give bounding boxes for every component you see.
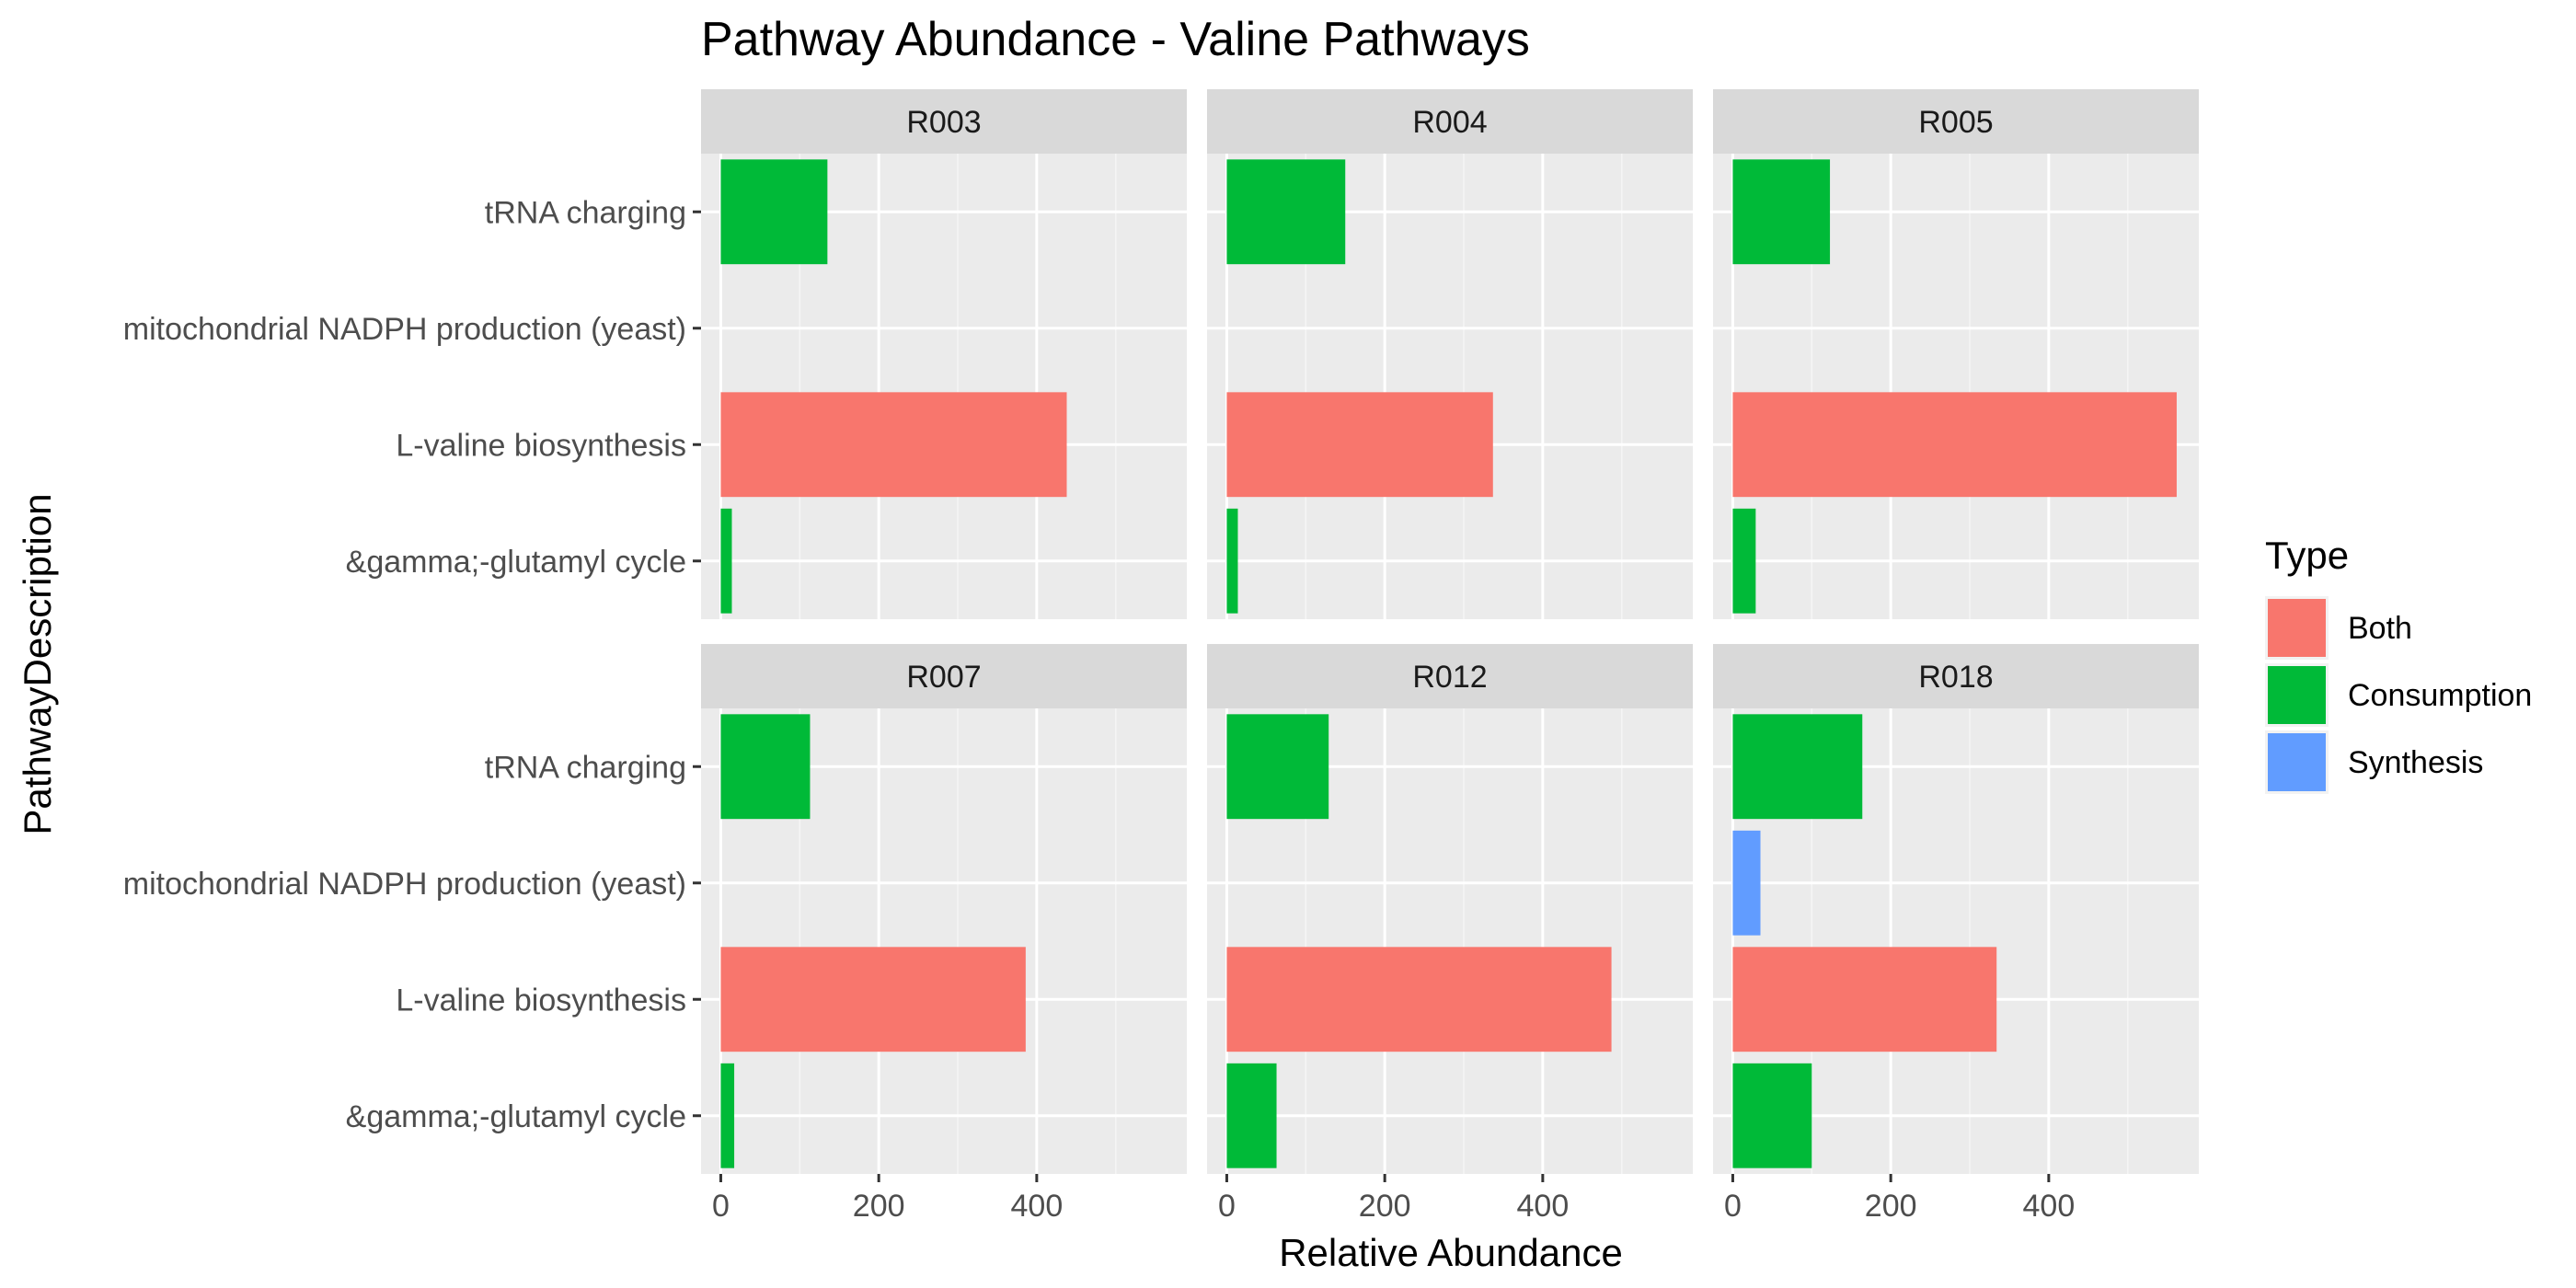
bar-l-valine-biosynthesis bbox=[720, 392, 1067, 498]
x-tick-label: 0 bbox=[712, 1189, 730, 1224]
facet-strip-label: R003 bbox=[906, 105, 981, 140]
bar-gamma-glutamyl-cycle bbox=[720, 508, 732, 614]
legend-key-both bbox=[2268, 599, 2326, 657]
bar-l-valine-biosynthesis bbox=[1226, 392, 1493, 498]
bar-gamma-glutamyl-cycle bbox=[1732, 508, 1756, 614]
facet-r012: R012 0 200 400 bbox=[1207, 644, 1693, 1224]
facet-strip-label: R007 bbox=[906, 660, 981, 695]
legend-label-both: Both bbox=[2348, 611, 2412, 646]
y-tick-label: &gamma;-glutamyl cycle bbox=[346, 1099, 686, 1134]
x-tick-label: 400 bbox=[1517, 1189, 1570, 1224]
legend-key-synthesis bbox=[2268, 733, 2326, 791]
facet-strip-label: R012 bbox=[1412, 660, 1487, 695]
x-tick-label: 200 bbox=[1865, 1189, 1917, 1224]
bar-l-valine-biosynthesis bbox=[720, 947, 1026, 1052]
x-tick-label: 0 bbox=[1724, 1189, 1742, 1224]
y-tick-label: mitochondrial NADPH production (yeast) bbox=[123, 867, 686, 902]
bar-trna-charging bbox=[1226, 159, 1346, 265]
bar-gamma-glutamyl-cycle bbox=[720, 1063, 735, 1168]
y-tick-label: tRNA charging bbox=[485, 750, 686, 785]
x-tick-label: 200 bbox=[853, 1189, 905, 1224]
legend-key-consumption bbox=[2268, 666, 2326, 724]
facet-strip-label: R018 bbox=[1918, 660, 1993, 695]
facet-r004: R004 bbox=[1207, 89, 1693, 619]
facet-strip bbox=[1713, 89, 2199, 154]
facet-r003: R003 tRNA charging mitochondrial NADPH pro… bbox=[123, 89, 1187, 619]
y-tick-label: tRNA charging bbox=[485, 195, 686, 230]
x-tick-label: 400 bbox=[2023, 1189, 2076, 1224]
legend-label-synthesis: Synthesis bbox=[2348, 745, 2483, 780]
bar-mitochondrial-nadph-production-yeast bbox=[1732, 830, 1761, 936]
facet-r007: R007 tRNA charging mitochondrial NADPH pro… bbox=[123, 644, 1187, 1224]
bar-gamma-glutamyl-cycle bbox=[1226, 1063, 1277, 1168]
legend-label-consumption: Consumption bbox=[2348, 678, 2532, 713]
bar-l-valine-biosynthesis bbox=[1732, 947, 1997, 1052]
bar-trna-charging bbox=[1732, 159, 1831, 265]
x-axis-title: Relative Abundance bbox=[1279, 1231, 1623, 1274]
bar-trna-charging bbox=[1226, 714, 1329, 820]
bar-gamma-glutamyl-cycle bbox=[1732, 1063, 1812, 1168]
facet-r005: R005 bbox=[1713, 89, 2199, 619]
y-tick-label: &gamma;-glutamyl cycle bbox=[346, 545, 686, 580]
x-tick-label: 0 bbox=[1218, 1189, 1236, 1224]
legend: Type Both Consumption Synthesis bbox=[2265, 534, 2532, 794]
facet-strip bbox=[1713, 644, 2199, 708]
facet-strip-label: R004 bbox=[1412, 105, 1487, 140]
facet-strip bbox=[1207, 89, 1693, 154]
y-axis-title: PathwayDescription bbox=[16, 493, 59, 834]
facet-strip bbox=[701, 644, 1187, 708]
chart-title: Pathway Abundance - Valine Pathways bbox=[701, 13, 1530, 66]
facet-panels: R003 tRNA charging mitochondrial NADPH pro… bbox=[123, 89, 2199, 1224]
y-tick-label: L-valine biosynthesis bbox=[396, 983, 686, 1018]
bar-gamma-glutamyl-cycle bbox=[1226, 508, 1238, 614]
bar-trna-charging bbox=[720, 159, 828, 265]
facet-r018: R018 0 200 400 bbox=[1713, 644, 2199, 1224]
x-tick-label: 400 bbox=[1011, 1189, 1064, 1224]
bar-trna-charging bbox=[720, 714, 811, 820]
bar-l-valine-biosynthesis bbox=[1732, 392, 2177, 498]
facet-strip-label: R005 bbox=[1918, 105, 1993, 140]
y-tick-label: mitochondrial NADPH production (yeast) bbox=[123, 312, 686, 347]
facet-strip bbox=[701, 89, 1187, 154]
bar-trna-charging bbox=[1732, 714, 1863, 820]
legend-title: Type bbox=[2265, 534, 2349, 577]
facet-strip bbox=[1207, 644, 1693, 708]
x-tick-label: 200 bbox=[1359, 1189, 1411, 1224]
y-tick-label: L-valine biosynthesis bbox=[396, 428, 686, 463]
bar-l-valine-biosynthesis bbox=[1226, 947, 1612, 1052]
